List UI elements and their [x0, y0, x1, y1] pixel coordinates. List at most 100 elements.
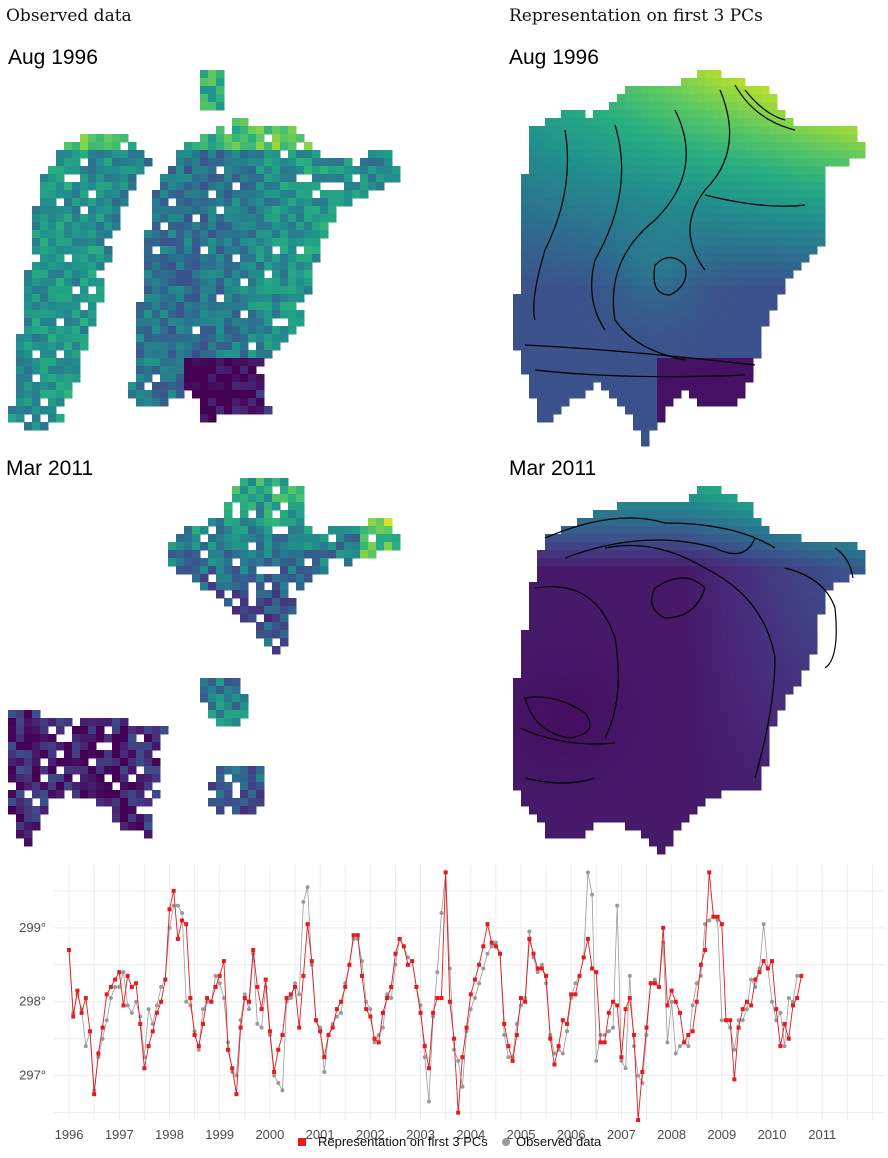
map-cell: [208, 102, 217, 111]
map-cell: [705, 270, 714, 279]
map-cell: [601, 382, 610, 391]
map-cell: [593, 718, 602, 727]
map-cell: [64, 374, 73, 383]
map-cell: [577, 606, 586, 615]
map-cell: [192, 262, 201, 271]
map-cell: [344, 166, 353, 175]
map-cell: [16, 334, 25, 343]
map-cell: [136, 310, 145, 319]
map-cell: [729, 318, 738, 327]
map-cell: [729, 366, 738, 375]
map-cell: [601, 574, 610, 583]
map-cell: [729, 238, 738, 247]
map-cell: [697, 190, 706, 199]
map-cell: [849, 566, 858, 575]
map-cell: [681, 606, 690, 615]
map-cell: [216, 222, 225, 231]
map-cell: [264, 326, 273, 335]
map-cell: [577, 270, 586, 279]
map-cell: [240, 702, 249, 711]
map-cell: [617, 214, 626, 223]
map-cell: [32, 750, 41, 759]
map-cell: [96, 190, 105, 199]
map-cell: [721, 174, 730, 183]
map-cell: [817, 542, 826, 551]
map-cell: [761, 702, 770, 711]
map-cell: [264, 318, 273, 327]
map-cell: [280, 334, 289, 343]
map-cell: [777, 534, 786, 543]
map-cell: [793, 222, 802, 231]
map-cell: [216, 70, 225, 79]
data-point: [669, 999, 674, 1004]
map-cell: [705, 646, 714, 655]
map-cell: [200, 286, 209, 295]
map-cell: [561, 662, 570, 671]
map-cell: [304, 534, 313, 543]
map-cell: [577, 294, 586, 303]
map-cell: [665, 694, 674, 703]
map-cell: [392, 534, 401, 543]
map-cell: [192, 350, 201, 359]
map-cell: [344, 198, 353, 207]
map-cell: [577, 662, 586, 671]
map-cell: [745, 582, 754, 591]
map-cell: [681, 182, 690, 191]
map-cell: [537, 390, 546, 399]
map-cell: [561, 534, 570, 543]
map-cell: [232, 486, 241, 495]
map-cell: [569, 678, 578, 687]
x-tick-label: 2002: [356, 1127, 385, 1142]
map-cell: [529, 718, 538, 727]
map-cell: [32, 222, 41, 231]
map-cell: [761, 758, 770, 767]
map-cell: [529, 758, 538, 767]
map-cell: [729, 110, 738, 119]
map-cell: [673, 158, 682, 167]
map-cell: [625, 566, 634, 575]
map-cell: [713, 86, 722, 95]
map-cell: [665, 302, 674, 311]
map-cell: [561, 134, 570, 143]
map-cell: [24, 806, 33, 815]
map-cell: [216, 702, 225, 711]
map-cell: [737, 598, 746, 607]
map-cell: [537, 142, 546, 151]
map-cell: [529, 222, 538, 231]
map-cell: [577, 142, 586, 151]
map-cell: [537, 230, 546, 239]
contour-line: [519, 727, 616, 745]
map-cell: [296, 262, 305, 271]
map-cell: [56, 262, 65, 271]
map-cell: [713, 630, 722, 639]
map-cell: [681, 550, 690, 559]
map-cell: [569, 574, 578, 583]
map-cell: [561, 646, 570, 655]
map-cell: [617, 598, 626, 607]
data-point: [175, 903, 180, 908]
map-cell: [585, 182, 594, 191]
map-cell: [200, 182, 209, 191]
data-point: [703, 948, 708, 952]
map-cell: [240, 142, 249, 151]
map-cell: [312, 566, 321, 575]
map-cell: [769, 238, 778, 247]
map-cell: [713, 534, 722, 543]
map-cell: [232, 798, 241, 807]
map-cell: [280, 246, 289, 255]
map-cell: [296, 294, 305, 303]
map-cell: [689, 134, 698, 143]
map-cell: [745, 318, 754, 327]
map-cell: [665, 574, 674, 583]
map-cell: [216, 94, 225, 103]
map-cell: [689, 614, 698, 623]
map-cell: [577, 806, 586, 815]
map-cell: [224, 718, 233, 727]
map-cell: [280, 238, 289, 247]
map-cell: [32, 726, 41, 735]
map-cell: [609, 598, 618, 607]
map-cell: [537, 134, 546, 143]
map-cell: [192, 334, 201, 343]
map-cell: [24, 798, 33, 807]
map-cell: [657, 822, 666, 831]
